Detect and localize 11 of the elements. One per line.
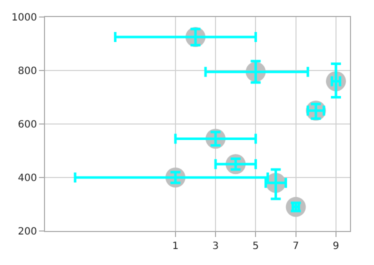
x-tick-label: 7 (292, 241, 300, 252)
point (286, 196, 306, 217)
x-tick-label: 9 (332, 241, 340, 252)
x-tick-label: 3 (212, 241, 219, 252)
y-tick-label: 1000 (12, 12, 37, 24)
y-tick-label: 600 (18, 120, 37, 130)
y-tick-label: 200 (18, 226, 37, 238)
x-tick-label: 1 (172, 241, 179, 252)
y-tick-label: 800 (18, 66, 37, 77)
y-tick-label: 400 (18, 173, 37, 184)
x-tick-label: 5 (252, 241, 259, 252)
